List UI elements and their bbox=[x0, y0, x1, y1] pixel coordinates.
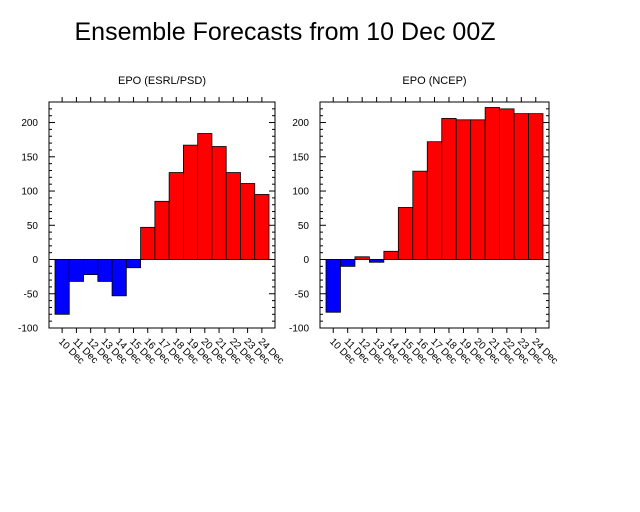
y-tick-label: 0 bbox=[32, 255, 38, 266]
bar bbox=[182, 144, 199, 260]
y-tick-label: 0 bbox=[303, 255, 309, 266]
bar bbox=[154, 200, 170, 260]
bar bbox=[168, 172, 184, 260]
panel-title: EPO (ESRL/PSD) bbox=[118, 75, 206, 87]
y-tick-label: -50 bbox=[24, 289, 39, 300]
bar bbox=[484, 107, 500, 260]
bar bbox=[211, 146, 227, 260]
bar bbox=[68, 259, 84, 282]
bar bbox=[254, 194, 270, 260]
bar bbox=[412, 170, 428, 260]
y-tick-label: 50 bbox=[27, 221, 39, 232]
panel-title: EPO (NCEP) bbox=[402, 75, 466, 87]
bar bbox=[125, 259, 142, 269]
bar bbox=[470, 119, 486, 260]
bar bbox=[225, 172, 241, 260]
bar bbox=[426, 141, 443, 260]
y-tick-label: -100 bbox=[289, 324, 309, 335]
bar bbox=[528, 113, 544, 260]
bar bbox=[368, 259, 385, 263]
bar bbox=[354, 256, 370, 260]
bar bbox=[397, 207, 414, 260]
bar bbox=[340, 259, 356, 267]
bar bbox=[455, 119, 472, 260]
bar bbox=[140, 226, 156, 260]
bar bbox=[383, 250, 399, 260]
bar bbox=[513, 113, 529, 260]
y-tick-label: 200 bbox=[292, 118, 309, 129]
y-tick-label: -50 bbox=[295, 289, 310, 300]
y-tick-label: 200 bbox=[21, 118, 38, 129]
bar bbox=[240, 183, 256, 260]
bar bbox=[111, 259, 127, 297]
bar bbox=[54, 259, 70, 315]
y-tick-label: 150 bbox=[21, 152, 38, 163]
bar bbox=[441, 118, 457, 260]
y-tick-label: 150 bbox=[292, 152, 309, 163]
bar bbox=[325, 259, 341, 313]
bar bbox=[499, 108, 515, 260]
y-tick-label: 100 bbox=[21, 187, 38, 198]
y-tick-label: -100 bbox=[18, 324, 38, 335]
y-tick-label: 50 bbox=[298, 221, 310, 232]
bar bbox=[97, 259, 113, 282]
figure-title: Ensemble Forecasts from 10 Dec 00Z bbox=[74, 18, 496, 46]
bar bbox=[83, 259, 99, 275]
y-tick-label: 100 bbox=[292, 187, 309, 198]
bar bbox=[197, 133, 213, 260]
